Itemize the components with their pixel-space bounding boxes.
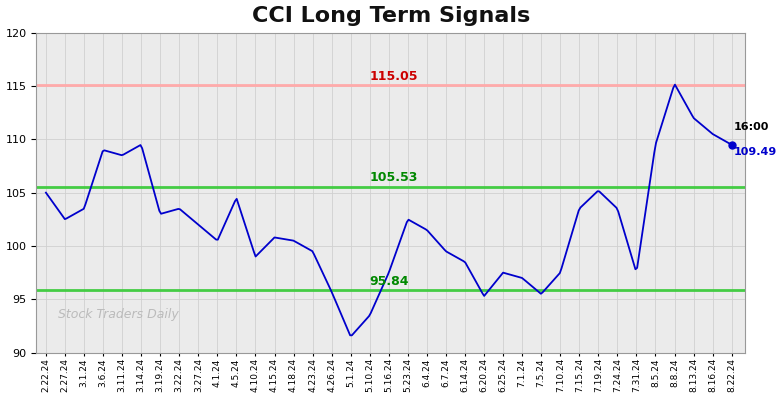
- Text: Stock Traders Daily: Stock Traders Daily: [58, 308, 179, 321]
- Text: 16:00: 16:00: [734, 122, 769, 132]
- Text: 105.53: 105.53: [370, 171, 418, 184]
- Text: 109.49: 109.49: [734, 147, 777, 157]
- Title: CCI Long Term Signals: CCI Long Term Signals: [252, 6, 530, 25]
- Text: 95.84: 95.84: [370, 275, 409, 288]
- Text: 115.05: 115.05: [370, 70, 418, 83]
